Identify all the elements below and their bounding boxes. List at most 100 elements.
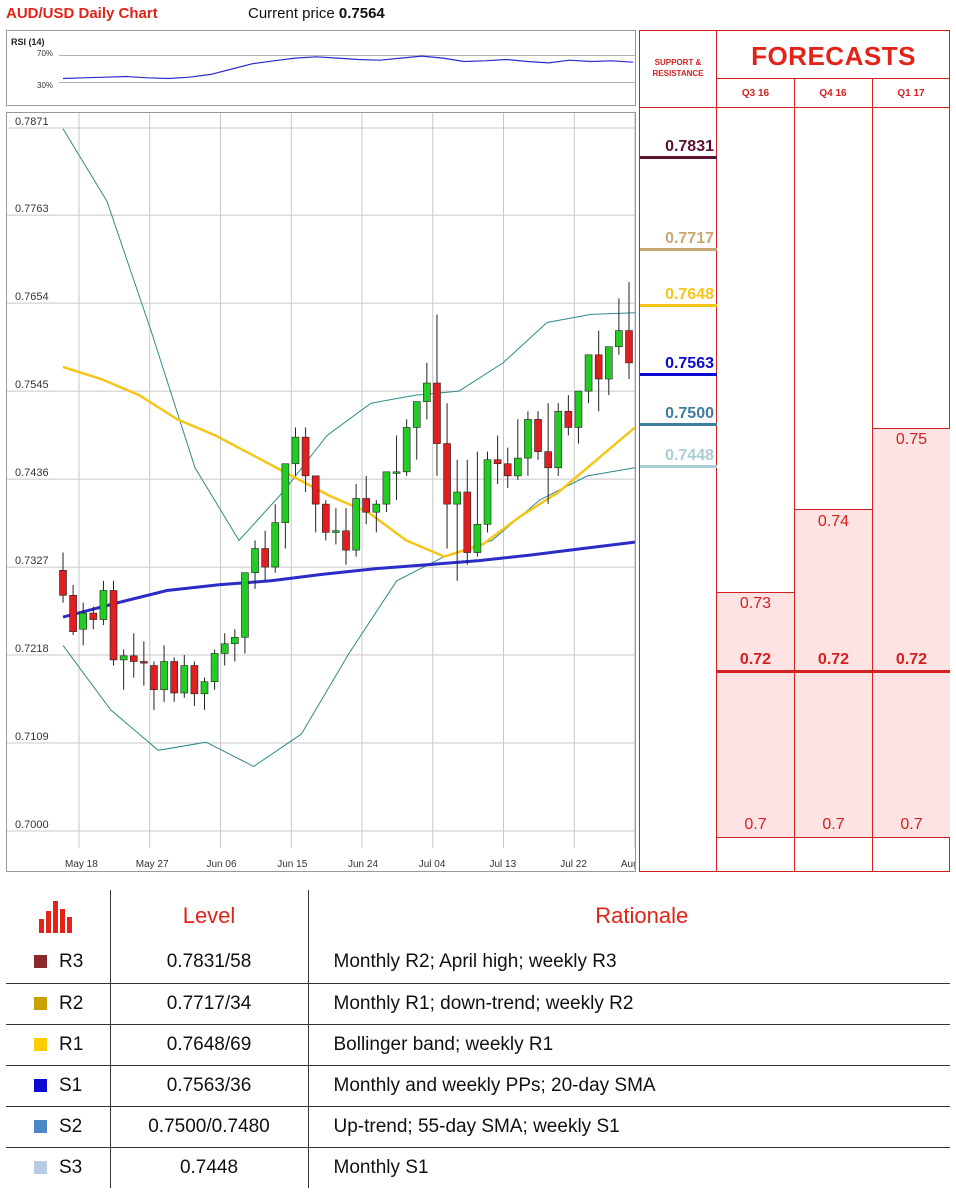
x-tick-label: May 27 [136,859,169,870]
candle-body [301,436,310,477]
x-tick-label: Jun 15 [277,859,307,870]
y-tick-label: 0.7545 [15,379,49,391]
level-row: R2 0.7717/34 Monthly R1; down-trend; weekl… [6,983,950,1025]
x-tick-label: Jun 24 [348,859,378,870]
level-color-swatch [34,955,47,969]
level-rationale: Monthly R2; April high; weekly R3 [308,942,950,984]
sr-level: 0.7563 [640,355,718,376]
candle-body [89,612,98,620]
level-column-header: Level [110,890,309,942]
y-tick-label: 0.7763 [15,203,49,215]
levels-table: Level Rationale R3 0.7831/58 Monthly R2; A… [6,890,950,1188]
candle-body [524,419,532,459]
forecast-range-q1-17 [873,428,950,837]
candle-body [412,401,421,428]
x-tick-label: Aug 01 [621,859,636,870]
level-color-swatch [34,1160,47,1174]
bollinger-upper [62,128,635,542]
candle-body [231,636,239,645]
sr-level-value: 0.7448 [665,447,714,465]
current-price: Current price 0.7564 [248,5,385,22]
level-name: R3 [59,951,84,973]
forecast-median-q3: 0.72 [739,651,772,668]
candle-body [615,330,623,348]
sr-level-line [640,423,718,427]
sr-level-line [640,465,718,469]
level-color-swatch [34,1078,47,1092]
forecasts-title: FORECASTS [717,31,950,79]
candle-body [69,595,77,632]
price-chart: 0.7871 0.7763 0.7654 0.7545 0.7436 0.7327 0.72… [7,113,636,870]
candle-body [574,390,583,428]
candle-body [473,523,482,553]
candle-body [190,665,199,695]
forecast-lower-q3: 0.7 [744,816,767,833]
candle-body [544,451,552,469]
candle-body [99,590,108,620]
y-tick-label: 0.7109 [15,731,49,743]
candle-body [220,643,229,654]
level-name: R1 [59,1033,84,1055]
candle-body [150,665,158,691]
x-tick-label: Jun 06 [207,859,237,870]
sr-level-line [640,156,718,160]
current-price-value: 0.7564 [338,5,385,22]
level-name-cell: R1 [6,1024,111,1066]
candle-body [119,655,128,661]
rsi-upper-label: 70% [37,49,54,58]
rationale-column-header: Rationale [595,903,689,928]
candle-body [433,382,441,444]
forecast-upper-q1: 0.75 [895,431,928,448]
candle-body [352,498,360,551]
level-name: S1 [59,1074,83,1096]
chart-title: AUD/USD Daily Chart [6,5,158,22]
candle-body [534,419,542,452]
bar-chart-icon [39,901,72,933]
sr-level-line [640,372,718,376]
candle-body [200,681,209,695]
candle-body [59,570,67,596]
candle-body [129,655,138,662]
level-rationale: Monthly S1 [333,1156,429,1178]
sr-level-line [640,248,718,252]
candle-body [170,661,178,694]
forecast-median-line [717,670,950,673]
forecast-upper-q4: 0.74 [817,513,850,530]
level-rationale: Monthly and weekly PPs; 20-day SMA [308,1065,950,1107]
candle-body [554,410,563,469]
sma-55-line [62,365,635,558]
y-tick-label: 0.7218 [15,643,49,655]
forecast-lower-line [717,837,950,838]
x-tick-label: Jul 04 [419,859,446,870]
y-tick-label: 0.7871 [15,116,49,128]
candle-body [594,354,603,380]
level-name-cell: R3 [6,942,111,984]
candle-body [160,661,168,691]
price-chart-panel: 0.7871 0.7763 0.7654 0.7545 0.7436 0.7327 0.72… [6,112,636,872]
support-resistance-heading: SUPPORT & RESISTANCE [640,31,716,108]
forecast-upper-line-q4 [795,509,872,510]
rsi-lower-label: 30% [37,81,54,90]
level-row: S2 0.7500/0.7480 Up-trend; 55-day SMA; wee… [6,1106,950,1148]
forecast-lower-q4: 0.7 [822,816,845,833]
level-value: 0.7500/0.7480 [110,1106,309,1148]
y-tick-label: 0.7000 [15,819,49,831]
support-resistance-column: SUPPORT & RESISTANCE 0.7831 0.7717 0.7648 0.… [639,30,718,872]
sr-level-value: 0.7648 [665,285,714,303]
forecast-range-q4-16 [795,509,872,837]
sr-level: 0.7448 [640,447,718,469]
sr-level-value: 0.7500 [665,405,714,423]
level-name-cell: S3 [6,1147,111,1188]
levels-icon-cell [6,890,111,942]
level-value: 0.7831/58 [110,942,309,984]
level-color-swatch [34,1119,47,1133]
level-value: 0.7648/69 [110,1024,309,1066]
candle-body [342,530,350,551]
level-name-cell: R2 [6,983,111,1025]
candle-body [271,522,280,568]
candle-body [79,612,88,630]
candle-body [463,491,472,553]
level-rationale: Up-trend; 55-day SMA; weekly S1 [308,1106,950,1148]
level-color-swatch [34,996,47,1010]
candle-body [514,457,522,477]
